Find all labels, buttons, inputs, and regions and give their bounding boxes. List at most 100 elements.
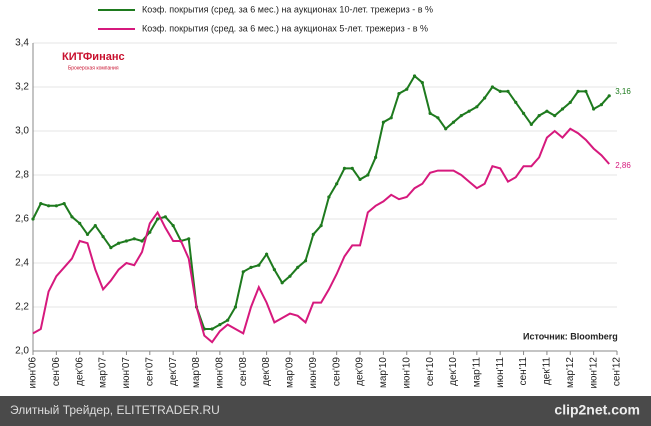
point <box>607 94 611 98</box>
point <box>280 281 284 285</box>
background <box>0 0 651 396</box>
series-line <box>32 127 610 344</box>
x-tick-label: мар'09 <box>285 357 296 388</box>
point <box>381 120 385 124</box>
x-tick-label: мар'07 <box>98 357 109 388</box>
x-tick-label: дек'07 <box>168 357 179 386</box>
y-tick-label: 3,2 <box>15 82 29 93</box>
point <box>249 265 253 269</box>
point <box>366 173 370 177</box>
point <box>319 224 323 228</box>
point <box>288 274 292 278</box>
footer-site: Элитный Трейдер, ELITETRADER.RU <box>10 403 220 417</box>
footer-bar <box>0 396 651 426</box>
x-tick-label: июн'06 <box>28 357 39 389</box>
point <box>529 122 533 126</box>
point <box>475 105 479 109</box>
point <box>296 265 300 269</box>
point <box>521 111 526 115</box>
point <box>187 237 191 241</box>
y-tick-label: 2,0 <box>15 346 29 357</box>
x-tick-label: сен'12 <box>612 357 623 387</box>
x-tick-label: мар'12 <box>565 357 576 388</box>
logo: КИТФинанс <box>62 51 125 63</box>
point <box>553 114 557 118</box>
point <box>54 204 58 208</box>
x-tick-label: дек'10 <box>448 357 459 386</box>
point <box>265 252 269 256</box>
point <box>436 116 440 120</box>
point <box>155 217 160 221</box>
point <box>545 109 549 113</box>
point <box>85 232 90 236</box>
point <box>592 107 596 111</box>
point <box>327 195 331 199</box>
point <box>444 127 448 131</box>
y-tick-label: 2,8 <box>15 170 29 181</box>
x-tick-label: июн'11 <box>495 357 506 388</box>
point <box>140 239 144 243</box>
x-tick-label: сен'06 <box>51 357 62 387</box>
point <box>218 323 222 327</box>
y-tick-label: 2,4 <box>15 258 29 269</box>
y-tick-label: 3,0 <box>15 126 29 137</box>
y-tick-label: 2,2 <box>15 302 29 313</box>
point <box>514 100 518 104</box>
footer-brand[interactable]: clip2net.com <box>554 402 640 418</box>
point <box>389 116 393 120</box>
legend-label: Коэф. покрытия (сред. за 6 мес.) на аукц… <box>142 4 433 14</box>
point <box>46 204 51 208</box>
point <box>124 239 129 243</box>
x-tick-label: сен'09 <box>331 357 342 387</box>
point <box>490 85 495 89</box>
point <box>109 246 113 250</box>
point <box>210 327 214 331</box>
x-tick-label: сен'07 <box>144 357 155 387</box>
point <box>70 215 74 219</box>
point <box>350 166 354 170</box>
point <box>303 259 308 263</box>
point <box>78 221 82 225</box>
point <box>132 237 136 241</box>
point <box>506 89 510 93</box>
point <box>62 202 66 206</box>
point <box>171 224 175 228</box>
point <box>405 87 409 91</box>
point <box>374 155 378 159</box>
logo-sub: Брокерская компания <box>68 65 119 71</box>
x-tick-label: сен'08 <box>238 357 249 387</box>
point <box>358 177 362 181</box>
x-tick-label: сен'10 <box>425 357 436 387</box>
x-tick-label: июн'08 <box>215 357 226 389</box>
x-tick-label: июн'07 <box>121 357 132 389</box>
x-tick-label: июн'12 <box>588 357 599 389</box>
point <box>599 103 604 107</box>
y-tick-label: 2,6 <box>15 214 29 225</box>
x-tick-label: июн'10 <box>401 357 412 389</box>
point <box>420 81 424 85</box>
x-tick-label: мар'08 <box>191 357 202 388</box>
end-label: 2,86 <box>615 161 631 170</box>
point <box>451 120 456 124</box>
x-tick-label: дек'06 <box>74 357 85 386</box>
point <box>39 202 43 206</box>
point <box>272 268 276 272</box>
point <box>31 217 35 221</box>
point <box>397 92 401 96</box>
point <box>483 96 487 100</box>
point <box>117 241 121 245</box>
y-tick-label: 3,4 <box>15 38 29 49</box>
point <box>459 114 463 118</box>
point <box>412 74 417 78</box>
legend-label: Коэф. покрытия (сред. за 6 мес.) на аукц… <box>142 23 428 33</box>
end-label: 3,16 <box>615 87 631 96</box>
x-tick-label: дек'08 <box>261 357 272 386</box>
point <box>93 224 97 228</box>
point <box>257 263 261 267</box>
x-tick-label: дек'09 <box>355 357 366 386</box>
source: Источник: Bloomberg <box>523 331 618 341</box>
point <box>163 215 167 219</box>
point <box>576 89 580 93</box>
point <box>568 100 572 104</box>
